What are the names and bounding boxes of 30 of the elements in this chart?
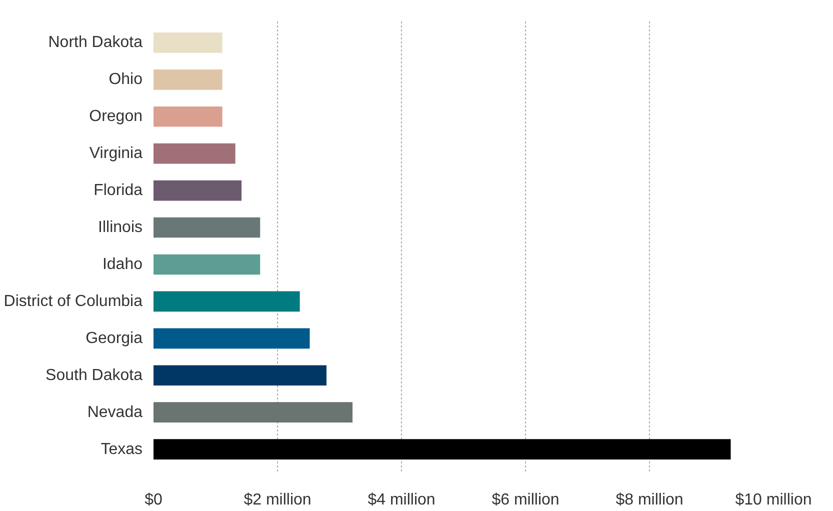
- bar: [154, 402, 353, 423]
- x-tick-label: $4 million: [368, 492, 436, 508]
- bar: [154, 106, 222, 127]
- bar: [154, 365, 326, 386]
- y-tick-label: Virginia: [89, 145, 143, 162]
- x-tick-label: $6 million: [492, 492, 560, 508]
- y-tick-label: Nevada: [87, 404, 143, 421]
- y-tick-label: South Dakota: [46, 366, 143, 384]
- y-tick-label: Texas: [100, 440, 142, 458]
- bar: [154, 69, 222, 90]
- y-tick-label: Georgia: [86, 330, 143, 347]
- y-tick-label: Illinois: [98, 219, 143, 236]
- bar: [154, 217, 260, 238]
- y-tick-label: District of Columbia: [4, 292, 143, 310]
- x-tick-label: $2 million: [244, 492, 312, 508]
- x-tick-label: $10 million: [735, 492, 812, 508]
- y-tick-label: Idaho: [102, 256, 143, 273]
- bar: [154, 439, 731, 460]
- bar: [154, 32, 222, 53]
- x-tick-label: $8 million: [616, 492, 684, 508]
- bar: [154, 328, 310, 349]
- bar: [154, 180, 242, 201]
- bar: [154, 143, 236, 164]
- bar: [154, 291, 300, 312]
- y-tick-label: Florida: [94, 182, 143, 200]
- y-tick-label: Ohio: [108, 71, 143, 88]
- y-tick-label: Oregon: [89, 108, 143, 126]
- bar: [154, 254, 260, 275]
- y-tick-label: North Dakota: [48, 34, 143, 52]
- x-tick-label: $0: [144, 492, 162, 508]
